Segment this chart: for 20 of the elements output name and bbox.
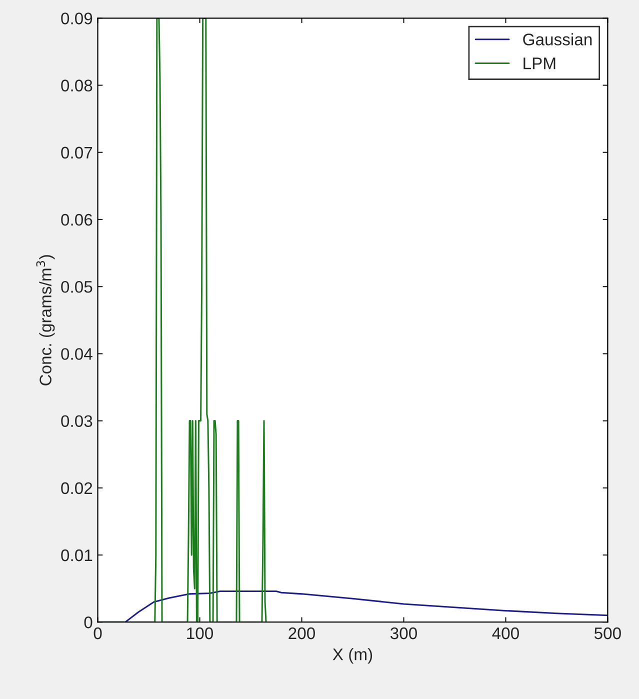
x-tick-label: 300 bbox=[390, 627, 417, 640]
y-tick-label: 0.03 bbox=[61, 415, 92, 427]
y-tick-label: 0.05 bbox=[61, 280, 92, 293]
legend-label: Gaussian bbox=[523, 33, 592, 46]
y-tick-label: 0 bbox=[84, 616, 92, 628]
y-tick-label: 0.02 bbox=[61, 482, 92, 494]
y-tick-label: 0.06 bbox=[61, 214, 92, 226]
y-axis-title: Conc. (grams/m$^{3}$) bbox=[36, 255, 55, 386]
y-tick-label: 0.07 bbox=[61, 146, 92, 159]
x-tick-label: 200 bbox=[288, 627, 315, 640]
y-tick-label: 0.01 bbox=[61, 549, 92, 562]
legend-label: LPM bbox=[524, 58, 556, 70]
y-tick-label: 0.08 bbox=[61, 80, 92, 92]
y-tick-label: 0.09 bbox=[61, 12, 92, 24]
x-tick-label: 100 bbox=[187, 627, 214, 640]
x-tick-label: 0 bbox=[94, 627, 102, 640]
x-tick-label: 500 bbox=[594, 627, 621, 640]
y-tick-label: 0.04 bbox=[61, 348, 92, 360]
x-axis-title: X (m) bbox=[332, 648, 372, 664]
x-tick-label: 400 bbox=[492, 627, 519, 640]
